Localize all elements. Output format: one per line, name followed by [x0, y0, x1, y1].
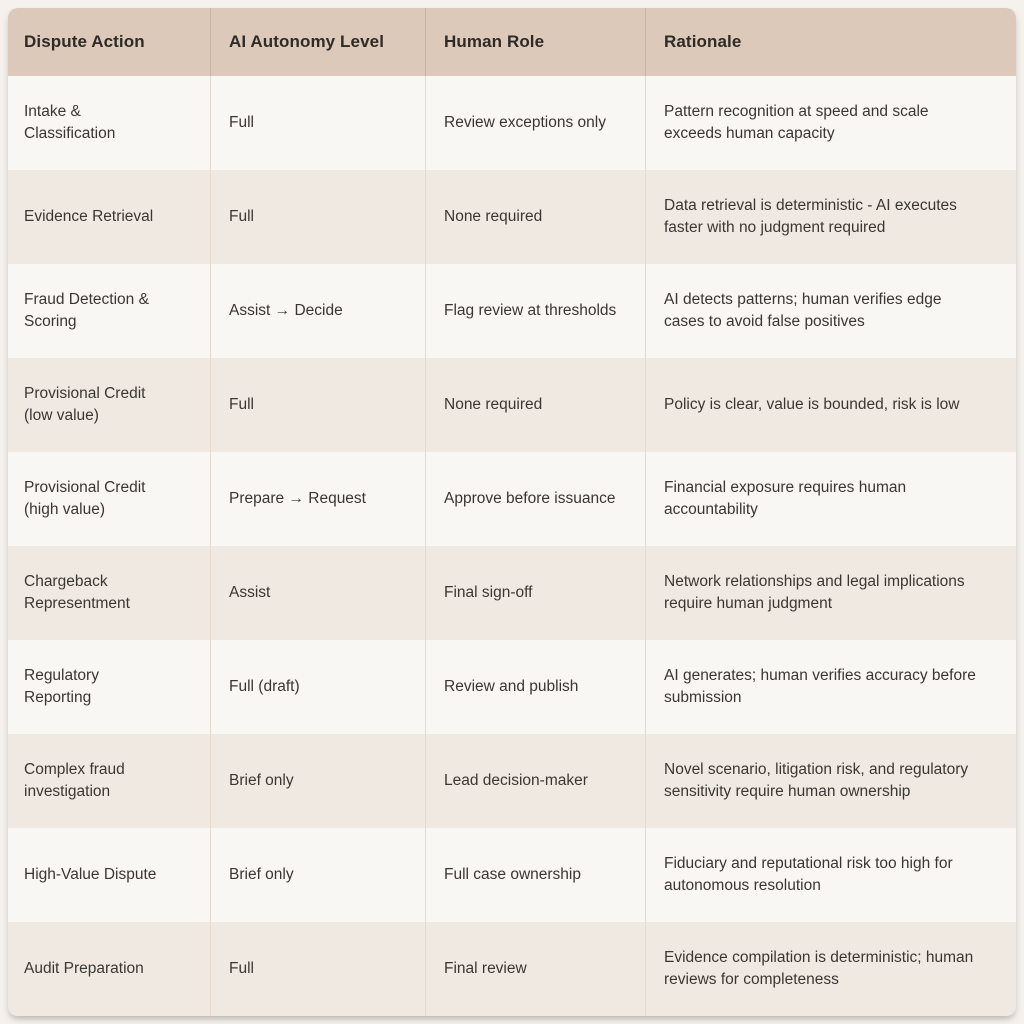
- table-row: Audit Preparation Full Final review Evid…: [8, 922, 1016, 1016]
- cell-rationale: Evidence compilation is deterministic; h…: [645, 922, 1016, 1016]
- cell-human-role: Flag review at thresholds: [425, 264, 645, 358]
- cell-rationale: AI detects patterns; human verifies edge…: [645, 264, 1016, 358]
- cell-rationale: Financial exposure requires human accoun…: [645, 452, 1016, 546]
- cell-human-role: Review exceptions only: [425, 76, 645, 170]
- table-row: Regulatory Reporting Full (draft) Review…: [8, 640, 1016, 734]
- cell-action: Intake & Classification: [24, 102, 116, 142]
- cell-human-role: None required: [425, 358, 645, 452]
- table-row: Provisional Credit (high value) Prepare …: [8, 452, 1016, 546]
- table-row: Evidence Retrieval Full None required Da…: [8, 170, 1016, 264]
- cell-autonomy: Prepare → Request: [210, 452, 425, 546]
- cell-autonomy: Assist → Decide: [210, 264, 425, 358]
- table-header-row: Dispute Action AI Autonomy Level Human R…: [8, 8, 1016, 76]
- cell-autonomy: Brief only: [210, 828, 425, 922]
- cell-human-role: Final review: [425, 922, 645, 1016]
- cell-action: Audit Preparation: [24, 959, 144, 977]
- cell-action: Regulatory Reporting: [24, 666, 99, 706]
- cell-human-role: Full case ownership: [425, 828, 645, 922]
- cell-rationale: AI generates; human verifies accuracy be…: [645, 640, 1016, 734]
- cell-action: Chargeback Representment: [24, 572, 130, 612]
- cell-action: High-Value Dispute: [24, 865, 157, 883]
- table-row: Intake & Classification Full Review exce…: [8, 76, 1016, 170]
- cell-action: Fraud Detection & Scoring: [24, 290, 149, 330]
- cell-autonomy: Brief only: [210, 734, 425, 828]
- cell-action: Complex fraud investigation: [24, 760, 125, 800]
- cell-action: Provisional Credit (low value): [24, 384, 146, 424]
- cell-rationale: Novel scenario, litigation risk, and reg…: [645, 734, 1016, 828]
- cell-autonomy: Full (draft): [210, 640, 425, 734]
- cell-action: Provisional Credit (high value): [24, 478, 146, 518]
- cell-autonomy: Full: [210, 358, 425, 452]
- cell-action: Evidence Retrieval: [24, 207, 154, 225]
- table-row: Complex fraud investigation Brief only L…: [8, 734, 1016, 828]
- table-row: Chargeback Representment Assist Final si…: [8, 546, 1016, 640]
- cell-human-role: Review and publish: [425, 640, 645, 734]
- table-row: Fraud Detection & Scoring Assist → Decid…: [8, 264, 1016, 358]
- column-header-dispute-action: Dispute Action: [24, 31, 145, 51]
- cell-autonomy: Full: [210, 922, 425, 1016]
- cell-rationale: Policy is clear, value is bounded, risk …: [645, 358, 1016, 452]
- cell-autonomy: Full: [210, 170, 425, 264]
- cell-autonomy: Assist: [210, 546, 425, 640]
- column-header-human-role: Human Role: [425, 8, 645, 76]
- cell-human-role: Approve before issuance: [425, 452, 645, 546]
- cell-rationale: Data retrieval is deterministic - AI exe…: [645, 170, 1016, 264]
- cell-rationale: Pattern recognition at speed and scale e…: [645, 76, 1016, 170]
- cell-human-role: None required: [425, 170, 645, 264]
- table-row: Provisional Credit (low value) Full None…: [8, 358, 1016, 452]
- cell-autonomy: Full: [210, 76, 425, 170]
- cell-rationale: Fiduciary and reputational risk too high…: [645, 828, 1016, 922]
- cell-human-role: Final sign-off: [425, 546, 645, 640]
- cell-human-role: Lead decision-maker: [425, 734, 645, 828]
- autonomy-table: Dispute Action AI Autonomy Level Human R…: [8, 8, 1016, 1016]
- table-row: High-Value Dispute Brief only Full case …: [8, 828, 1016, 922]
- column-header-rationale: Rationale: [645, 8, 1016, 76]
- cell-rationale: Network relationships and legal implicat…: [645, 546, 1016, 640]
- column-header-ai-autonomy-level: AI Autonomy Level: [210, 8, 425, 76]
